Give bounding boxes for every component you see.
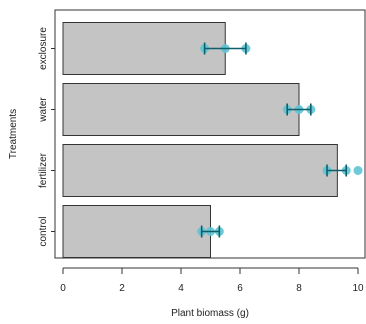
category-label-control: control: [38, 216, 49, 246]
category-label-water: water: [38, 97, 49, 123]
bar-control: [62, 205, 211, 258]
x-tick-label-10: 10: [352, 283, 364, 294]
category-label-fertilizer: fertilizer: [38, 152, 49, 188]
x-tick-label-0: 0: [60, 283, 66, 294]
x-axis: 0 2 4 6 8 10: [60, 267, 364, 294]
x-tick-label-2: 2: [119, 283, 125, 294]
bar-fertilizer: [62, 144, 338, 197]
bar-exclosure: [62, 22, 226, 75]
x-tick-label-6: 6: [237, 283, 243, 294]
points-layer: [197, 42, 363, 238]
category-label-exclosure: exclosure: [38, 27, 49, 70]
x-axis-label: Plant biomass (g): [171, 308, 249, 319]
point-fertilizer-3: [353, 166, 363, 175]
bar-water: [62, 83, 300, 136]
y-axis-label: Treatments: [8, 109, 19, 159]
x-tick-label-8: 8: [296, 283, 302, 294]
y-category-labels: control fertilizer water exclosure: [38, 27, 55, 247]
bars-layer: [62, 22, 338, 258]
x-tick-label-4: 4: [178, 283, 184, 294]
